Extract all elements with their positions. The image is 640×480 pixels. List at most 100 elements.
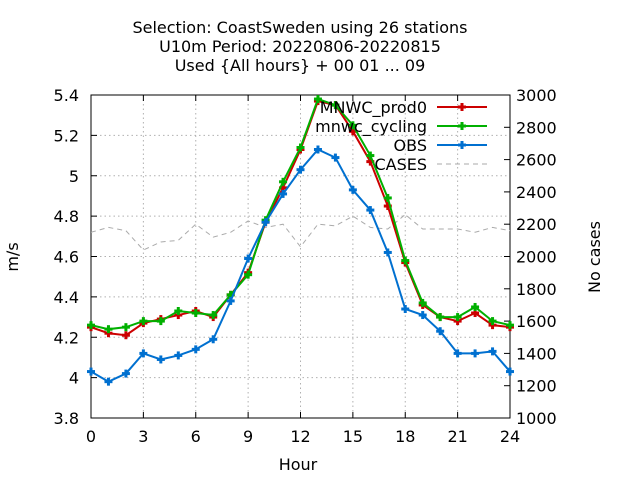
- y2-tick-label: 2800: [516, 118, 557, 137]
- x-tick-label: 15: [343, 427, 363, 446]
- chart-title: Selection: CoastSweden using 26 stations…: [132, 18, 467, 75]
- y2-tick-label: 3000: [516, 86, 557, 105]
- grid: [91, 95, 510, 418]
- x-tick-label: 21: [447, 427, 467, 446]
- y-axis-label: m/s: [3, 242, 22, 271]
- data-point-obs: [401, 304, 410, 313]
- x-axis-label: Hour: [279, 455, 318, 474]
- data-point-mnwc-cycling: [348, 121, 357, 130]
- title-line-2: U10m Period: 20220806-20220815: [159, 37, 441, 56]
- data-point-mnwc-cycling: [436, 313, 445, 322]
- data-point-mnwc-cycling: [209, 311, 218, 320]
- data-point-obs: [261, 218, 270, 227]
- series-layer: [87, 95, 514, 386]
- data-point-mnwc-cycling: [383, 193, 392, 202]
- data-point-obs: [87, 367, 95, 376]
- title-line-1: Selection: CoastSweden using 26 stations: [132, 18, 467, 37]
- data-point-mnwc-cycling: [366, 151, 375, 160]
- data-point-mnwc-cycling: [418, 298, 427, 307]
- y2-tick-label: 1200: [516, 377, 557, 396]
- data-point-obs: [331, 153, 340, 162]
- y2-tick-label: 1000: [516, 409, 557, 428]
- legend-item-cases: CASES: [374, 155, 487, 174]
- y2-tick-label: 2200: [516, 215, 557, 234]
- y2-axis-label: No cases: [585, 221, 604, 293]
- legend-item-mnwc-cycling: mnwc_cycling: [315, 117, 487, 137]
- data-point-obs: [383, 248, 392, 257]
- data-point-obs: [226, 296, 235, 305]
- legend-item-obs: OBS: [394, 136, 487, 155]
- series-obs: [87, 145, 514, 386]
- data-point-obs: [488, 347, 497, 356]
- data-point-mnwc-cycling: [104, 325, 113, 334]
- y2-tick-label: 2600: [516, 151, 557, 170]
- y-tick-label: 4.8: [54, 207, 79, 226]
- y-tick-label: 4.4: [54, 288, 79, 307]
- data-point-mnwc-cycling: [453, 313, 462, 322]
- data-point-mnwc-cycling: [471, 302, 480, 311]
- x-tick-label: 0: [86, 427, 96, 446]
- data-point-obs: [348, 185, 357, 194]
- plot-frame: [90, 94, 511, 419]
- data-point-mnwc-cycling: [174, 307, 183, 316]
- series-mnwc-cycling: [87, 95, 514, 334]
- data-point-obs: [366, 206, 375, 215]
- data-point-mnwc-cycling: [313, 95, 322, 104]
- legend-item-mnwc-prod0: MNWC_prod0: [320, 98, 487, 118]
- data-point-mnwc-cycling: [331, 101, 340, 110]
- legend-marker: [458, 103, 466, 111]
- data-point-obs: [191, 345, 200, 354]
- y-tick-label: 4.6: [54, 248, 79, 267]
- x-tick-label: 12: [290, 427, 310, 446]
- data-point-obs: [139, 349, 148, 358]
- data-point-mnwc-prod0: [121, 331, 130, 340]
- y2-tick-label: 2400: [516, 183, 557, 202]
- x-tick-label: 18: [395, 427, 415, 446]
- data-point-obs: [279, 189, 288, 198]
- y2-tick-label: 1400: [516, 344, 557, 363]
- data-point-obs: [506, 367, 514, 376]
- data-point-obs: [209, 335, 218, 344]
- data-point-obs: [296, 165, 305, 174]
- x-tick-label: 9: [243, 427, 253, 446]
- series-line-obs: [90, 148, 511, 383]
- data-point-obs: [471, 349, 480, 358]
- series-cases: [90, 213, 511, 251]
- data-point-mnwc-cycling: [121, 323, 130, 332]
- y-tick-label: 4: [69, 369, 79, 388]
- series-line-cases: [90, 213, 511, 251]
- legend-label: OBS: [394, 136, 427, 155]
- legend-label: mnwc_cycling: [315, 117, 427, 137]
- data-point-mnwc-cycling: [191, 309, 200, 318]
- data-point-mnwc-cycling: [488, 317, 497, 326]
- legend-marker: [458, 122, 466, 130]
- data-point-obs: [244, 254, 253, 263]
- data-point-obs: [453, 349, 462, 358]
- data-point-mnwc-cycling: [279, 177, 288, 186]
- data-point-obs: [436, 327, 445, 336]
- data-point-mnwc-cycling: [296, 143, 305, 152]
- y-tick-label: 4.2: [54, 328, 79, 347]
- y-tick-label: 5.4: [54, 86, 79, 105]
- y2-tick-label: 1800: [516, 280, 557, 299]
- x-tick-label: 6: [191, 427, 201, 446]
- y-tick-label: 5.2: [54, 126, 79, 145]
- data-point-mnwc-cycling: [244, 270, 253, 279]
- data-point-obs: [174, 351, 183, 360]
- data-point-mnwc-cycling: [506, 321, 514, 330]
- data-point-obs: [104, 377, 113, 386]
- y-tick-label: 5: [69, 167, 79, 186]
- y2-tick-label: 2000: [516, 248, 557, 267]
- data-point-mnwc-cycling: [87, 321, 95, 330]
- x-tick-label: 3: [138, 427, 148, 446]
- legend-label: MNWC_prod0: [320, 98, 427, 118]
- y-tick-label: 3.8: [54, 409, 79, 428]
- series-line-mnwc-cycling: [90, 97, 511, 331]
- data-point-mnwc-cycling: [156, 317, 165, 326]
- title-line-3: Used {All hours} + 00 01 ... 09: [175, 56, 426, 75]
- data-point-mnwc-cycling: [401, 256, 410, 265]
- data-point-obs: [156, 355, 165, 364]
- legend-label: CASES: [374, 155, 427, 174]
